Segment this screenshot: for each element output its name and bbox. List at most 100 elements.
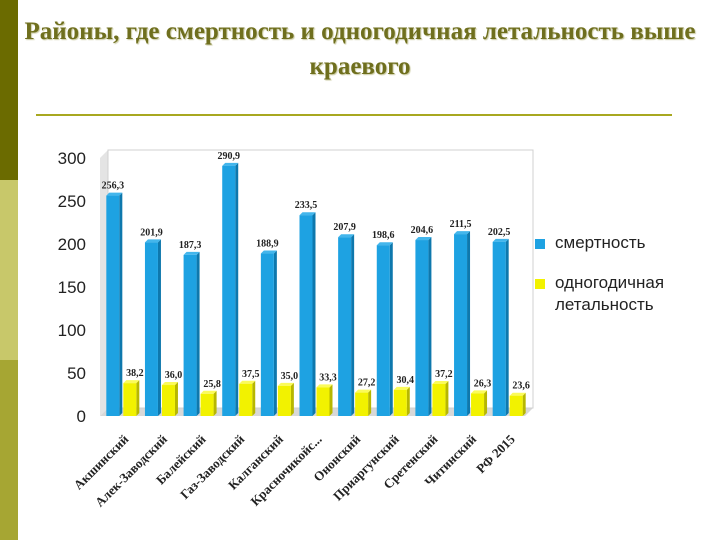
bar-side-s1-c6 [368, 389, 372, 416]
bar-top-s1-c5 [316, 384, 333, 388]
data-label-s0-c10: 202,5 [488, 227, 511, 238]
bar-top-s1-c0 [123, 380, 140, 384]
bar-top-s1-c2 [200, 390, 217, 394]
y-tick-label-1: 50 [67, 364, 86, 383]
legend-label-lethality: одногодичная летальность [555, 273, 665, 314]
bar-s1-c3 [239, 383, 253, 416]
bar-top-s1-c8 [432, 381, 449, 385]
bar-top-s1-c1 [161, 382, 178, 386]
side-decor-bar-top [0, 0, 18, 180]
bar-top-s0-c6 [338, 234, 355, 238]
y-tick-label-4: 200 [58, 235, 86, 254]
bar-top-s0-c9 [454, 231, 471, 235]
y-tick-label-3: 150 [58, 278, 86, 297]
bar-top-s0-c4 [260, 250, 277, 254]
bar-s1-c1 [161, 385, 175, 416]
bar-s1-c2 [200, 393, 214, 416]
bar-side-s0-c8 [428, 237, 432, 416]
data-label-s1-c6: 27,2 [358, 378, 376, 389]
data-label-s0-c4: 188,9 [256, 239, 279, 250]
bar-top-s1-c6 [355, 389, 372, 393]
data-label-s1-c10: 23,6 [512, 381, 530, 392]
bar-side-s0-c3 [235, 162, 239, 416]
data-label-s1-c3: 37,5 [242, 369, 260, 380]
bar-side-s0-c0 [119, 192, 123, 416]
bar-top-s0-c7 [376, 242, 393, 246]
bar-side-s0-c4 [273, 250, 277, 416]
chart-legend: смертность одногодичная летальность [535, 232, 715, 334]
bar-side-s1-c5 [329, 384, 333, 416]
bar-side-s1-c3 [252, 380, 256, 416]
bar-side-s1-c1 [174, 382, 178, 416]
bar-side-s1-c0 [136, 380, 140, 416]
data-label-s0-c0: 256,3 [102, 181, 125, 192]
x-tick-label-10: РФ 2015 [473, 431, 518, 476]
bar-s1-c9 [471, 393, 485, 416]
data-label-s1-c4: 35,0 [281, 371, 299, 382]
plot-side-wall [100, 150, 108, 416]
bar-side-s1-c4 [290, 382, 294, 416]
bar-top-s1-c4 [277, 382, 294, 386]
bar-side-s0-c7 [389, 242, 393, 416]
bar-s1-c4 [277, 385, 291, 416]
data-label-s0-c2: 187,3 [179, 240, 202, 251]
bar-top-s1-c3 [239, 380, 256, 384]
legend-swatch-lethality [535, 279, 545, 289]
bar-top-s0-c5 [299, 212, 316, 216]
data-label-s1-c7: 30,4 [397, 375, 415, 386]
slide-title: Районы, где смертность и одногодичная ле… [24, 18, 696, 80]
bar-side-s1-c10 [522, 392, 526, 416]
bar-s0-c2 [183, 254, 197, 416]
data-label-s1-c9: 26,3 [474, 378, 492, 389]
bar-top-s0-c3 [222, 162, 239, 166]
title-divider [36, 114, 672, 116]
bar-side-s0-c9 [467, 231, 471, 416]
y-tick-label-0: 0 [77, 407, 86, 426]
bar-s1-c7 [393, 389, 407, 416]
bar-s1-c5 [316, 387, 330, 416]
bar-top-s1-c7 [393, 386, 410, 390]
y-tick-label-6: 300 [58, 149, 86, 168]
legend-item-mortality: смертность [535, 232, 715, 254]
bar-s1-c8 [432, 384, 446, 416]
bar-top-s0-c2 [183, 251, 200, 255]
data-label-s0-c1: 201,9 [140, 227, 163, 238]
bar-side-s1-c9 [484, 390, 488, 416]
bar-side-s1-c8 [445, 381, 449, 416]
y-tick-label-2: 100 [58, 321, 86, 340]
bar-s1-c0 [123, 383, 137, 416]
bar-s0-c4 [260, 253, 274, 416]
data-label-s0-c8: 204,6 [411, 225, 434, 236]
legend-label-mortality: смертность [555, 233, 646, 252]
bar-top-s0-c0 [106, 192, 123, 196]
bar-side-s0-c2 [196, 251, 200, 416]
y-tick-label-5: 250 [58, 192, 86, 211]
bar-side-s1-c7 [406, 386, 410, 416]
bar-side-s0-c6 [351, 234, 355, 416]
data-label-s1-c2: 25,8 [203, 379, 221, 390]
data-label-s0-c5: 233,5 [295, 200, 318, 211]
bar-top-s0-c8 [415, 237, 432, 241]
bar-side-s1-c2 [213, 390, 217, 416]
bar-side-s0-c10 [505, 238, 509, 416]
bar-s0-c9 [454, 234, 468, 416]
bar-top-s0-c1 [144, 239, 161, 243]
legend-item-lethality: одногодичная летальность [535, 272, 715, 316]
data-label-s1-c1: 36,0 [165, 370, 183, 381]
side-decor-bar-bottom [0, 360, 18, 540]
data-label-s0-c7: 198,6 [372, 230, 395, 241]
bar-top-s1-c10 [509, 392, 526, 396]
bar-s0-c3 [222, 165, 236, 416]
bar-s0-c7 [376, 245, 390, 416]
bar-side-s0-c5 [312, 212, 316, 416]
data-label-s1-c8: 37,2 [435, 369, 453, 380]
side-decor-bar-middle [0, 180, 18, 360]
bar-s1-c10 [509, 395, 523, 416]
bar-s0-c10 [492, 241, 506, 416]
data-label-s0-c3: 290,9 [217, 151, 240, 162]
bar-s0-c6 [338, 237, 352, 416]
data-label-s1-c0: 38,2 [126, 368, 144, 379]
bar-top-s1-c9 [471, 390, 488, 394]
data-label-s1-c5: 33,3 [319, 372, 337, 383]
